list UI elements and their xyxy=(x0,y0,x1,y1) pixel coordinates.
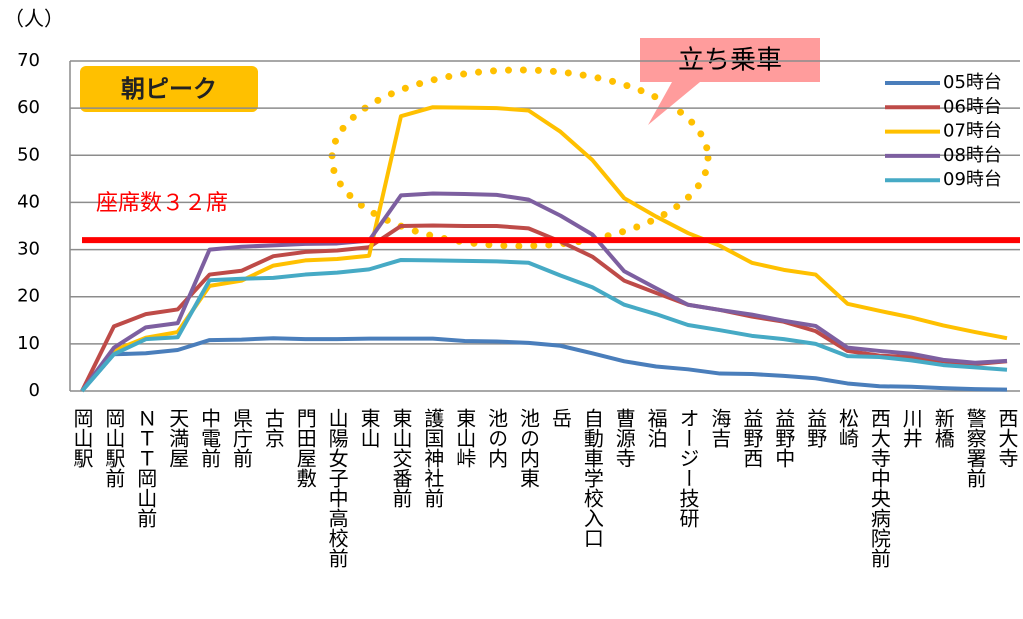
y-unit-label: （人） xyxy=(4,7,64,31)
x-tick-label: 池の内 xyxy=(485,408,509,468)
x-tick-label: 山陽女子中高校前 xyxy=(325,408,349,568)
x-tick-label: 海吉 xyxy=(708,408,732,448)
x-tick-label: 益野中 xyxy=(772,408,796,468)
x-tick-label: 西大寺中央病院前 xyxy=(867,408,891,568)
x-tick-label: 松崎 xyxy=(836,408,860,448)
x-tick-label: 自動車学校入口 xyxy=(580,408,604,548)
x-tick-label: 池の内東 xyxy=(517,408,541,488)
x-tick-label: 東山 xyxy=(357,408,381,448)
legend-label: 06時台 xyxy=(943,96,1002,117)
x-tick-label: 益野 xyxy=(804,408,828,448)
y-tick-label: 20 xyxy=(17,286,40,307)
y-tick-label: 10 xyxy=(17,333,40,354)
x-tick-label: 東山峠 xyxy=(453,408,477,468)
x-tick-label: 福泊 xyxy=(644,408,668,448)
x-tick-label: 川井 xyxy=(899,408,923,448)
series-line xyxy=(80,191,1008,393)
x-tick-label: 古京 xyxy=(261,408,285,448)
legend-label: 09時台 xyxy=(943,169,1002,190)
x-tick-label: 西大寺 xyxy=(995,408,1019,468)
y-tick-label: 0 xyxy=(29,380,40,401)
y-tick-label: 50 xyxy=(17,144,40,165)
x-tick-label: 天満屋 xyxy=(166,408,190,468)
x-tick-label: 益野西 xyxy=(740,408,764,468)
legend-label: 07時台 xyxy=(943,121,1002,142)
x-tick-label: 岡山駅 xyxy=(70,408,94,469)
x-tick-label: 東山交番前 xyxy=(389,408,413,508)
x-tick-label: 新橋 xyxy=(931,408,955,449)
y-tick-label: 40 xyxy=(17,191,40,212)
highlight-ellipse xyxy=(328,66,712,250)
x-tick-label: ＮＴＴ岡山前 xyxy=(134,408,158,528)
y-tick-label: 60 xyxy=(17,97,40,118)
x-tick-label: オージー技研 xyxy=(676,408,700,528)
series-line xyxy=(80,223,1008,392)
series-line xyxy=(80,105,1008,393)
period-label: 朝ピーク xyxy=(121,75,217,103)
x-tick-label: 岡山駅前 xyxy=(102,408,126,488)
x-tick-label: 護国神社前 xyxy=(421,408,445,508)
y-tick-label: 30 xyxy=(17,239,40,260)
x-tick-label: 曹源寺 xyxy=(612,408,636,468)
series-line xyxy=(80,336,1008,393)
legend-label: 05時台 xyxy=(943,72,1002,93)
x-tick-label: 県庁前 xyxy=(229,408,253,468)
series-line xyxy=(80,257,1008,393)
x-tick-label: 警察署前 xyxy=(963,408,987,488)
y-tick-label: 70 xyxy=(17,50,40,71)
threshold-label: 座席数３２席 xyxy=(96,191,228,216)
callout xyxy=(640,38,820,125)
period-box xyxy=(80,66,258,112)
legend-label: 08時台 xyxy=(943,145,1002,166)
x-tick-label: 中電前 xyxy=(198,408,222,468)
x-tick-label: 岳 xyxy=(548,408,572,428)
x-tick-label: 門田屋敷 xyxy=(293,408,317,488)
